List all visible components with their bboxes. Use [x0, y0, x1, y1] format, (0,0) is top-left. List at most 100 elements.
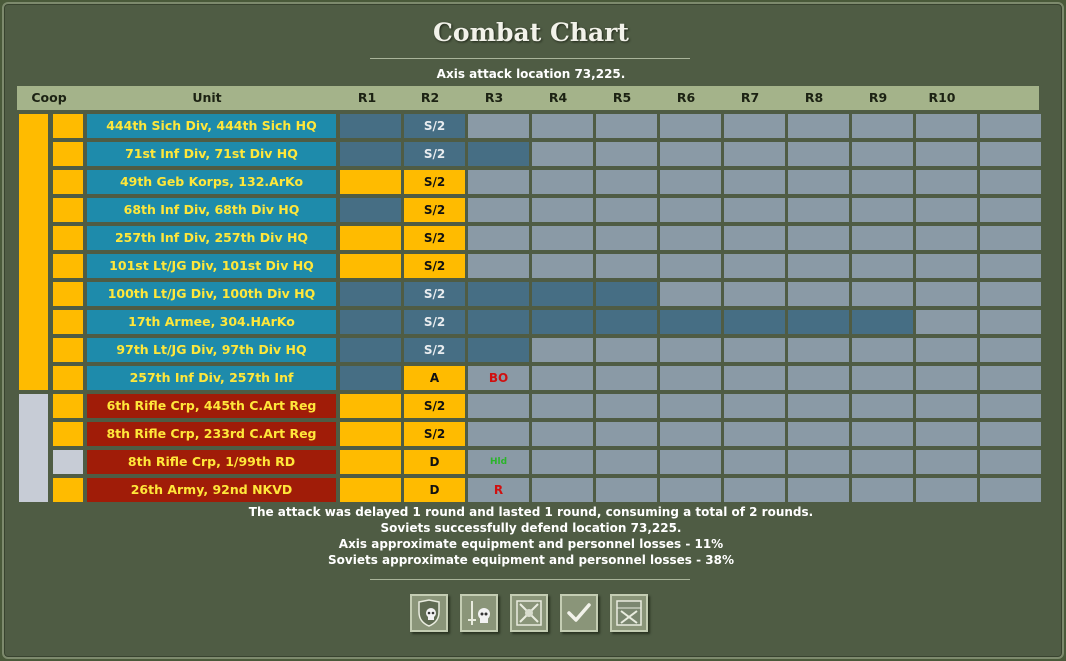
round-cell-r11 — [980, 422, 1041, 446]
round-cell-r6 — [660, 114, 721, 138]
attacker-losses-button[interactable] — [460, 594, 498, 632]
round-cell-r8 — [788, 310, 849, 334]
round-cell-r9 — [852, 142, 913, 166]
round-cell-r1 — [340, 282, 401, 306]
round-cell-r11 — [980, 254, 1041, 278]
round-cell-r10 — [916, 282, 977, 306]
coop-cell — [53, 226, 83, 250]
round-cell-r8 — [788, 338, 849, 362]
round-cell-r5 — [596, 338, 657, 362]
round-cell-r11 — [980, 114, 1041, 138]
round-cell-r10 — [916, 198, 977, 222]
round-cell-r5 — [596, 450, 657, 474]
round-cell-r8 — [788, 170, 849, 194]
round-cell-r9 — [852, 450, 913, 474]
round-cell-r4 — [532, 226, 593, 250]
round-cell-r8 — [788, 226, 849, 250]
round-cell-r11 — [980, 450, 1041, 474]
round-cell-r1 — [340, 226, 401, 250]
round-cell-r8 — [788, 366, 849, 390]
coop-cell — [53, 422, 83, 446]
header-r2: R2 — [420, 90, 440, 105]
unit-name[interactable]: 49th Geb Korps, 132.ArKo — [87, 170, 336, 194]
unit-name[interactable]: 100th Lt/JG Div, 100th Div HQ — [87, 282, 336, 306]
round-cell-r4 — [532, 450, 593, 474]
round-cell-r6 — [660, 478, 721, 502]
coop-cell — [53, 478, 83, 502]
coop-cell — [53, 198, 83, 222]
round-cell-r5 — [596, 198, 657, 222]
soviet-side-bar — [19, 394, 48, 502]
ok-button[interactable] — [560, 594, 598, 632]
header-unit: Unit — [192, 90, 222, 105]
coop-cell — [53, 142, 83, 166]
round-cell-r4 — [532, 198, 593, 222]
round-cell-r9 — [852, 254, 913, 278]
defender-losses-button[interactable] — [410, 594, 448, 632]
crossed-swords-icon — [516, 600, 542, 626]
round-cell-r9 — [852, 338, 913, 362]
round-cell-r6 — [660, 282, 721, 306]
unit-name[interactable]: 101st Lt/JG Div, 101st Div HQ — [87, 254, 336, 278]
coop-cell — [53, 338, 83, 362]
round-cell-r11 — [980, 310, 1041, 334]
axis-side-bar — [19, 114, 48, 390]
header-r9: R9 — [868, 90, 888, 105]
sword-skull-icon — [468, 601, 490, 625]
round-cell-r6 — [660, 366, 721, 390]
checkmark-icon — [567, 603, 591, 622]
unit-name[interactable]: 8th Rifle Crp, 233rd C.Art Reg — [87, 422, 336, 446]
round-cell-r4 — [532, 338, 593, 362]
battle-map-button[interactable] — [610, 594, 648, 632]
unit-name[interactable]: 257th Inf Div, 257th Div HQ — [87, 226, 336, 250]
unit-name[interactable]: 257th Inf Div, 257th Inf — [87, 366, 336, 390]
round-cell-r6 — [660, 338, 721, 362]
round-cell-r8 — [788, 198, 849, 222]
round-cell-r1 — [340, 170, 401, 194]
round-cell-r3 — [468, 198, 529, 222]
round-cell-r3: R — [468, 478, 529, 502]
round-cell-r7 — [724, 170, 785, 194]
header-r6: R6 — [676, 90, 696, 105]
unit-name[interactable]: 71st Inf Div, 71st Div HQ — [87, 142, 336, 166]
round-cell-r7 — [724, 198, 785, 222]
round-cell-r10 — [916, 450, 977, 474]
round-cell-r5 — [596, 422, 657, 446]
round-cell-r2: D — [404, 478, 465, 502]
unit-name[interactable]: 26th Army, 92nd NKVD — [87, 478, 336, 502]
summary-soviet-losses: Soviets approximate equipment and person… — [328, 553, 734, 567]
round-cell-r11 — [980, 282, 1041, 306]
round-cell-r1 — [340, 114, 401, 138]
round-cell-r6 — [660, 254, 721, 278]
header-r7: R7 — [740, 90, 760, 105]
unit-name[interactable]: 8th Rifle Crp, 1/99th RD — [87, 450, 336, 474]
round-cell-r10 — [916, 226, 977, 250]
combat-details-button[interactable] — [510, 594, 548, 632]
round-cell-r8 — [788, 478, 849, 502]
round-cell-r7 — [724, 310, 785, 334]
round-cell-r8 — [788, 450, 849, 474]
round-cell-r1 — [340, 422, 401, 446]
unit-name[interactable]: 6th Rifle Crp, 445th C.Art Reg — [87, 394, 336, 418]
round-cell-r1 — [340, 198, 401, 222]
round-cell-r10 — [916, 254, 977, 278]
unit-name[interactable]: 17th Armee, 304.HArKo — [87, 310, 336, 334]
header-r3: R3 — [484, 90, 504, 105]
round-cell-r1 — [340, 254, 401, 278]
round-cell-r11 — [980, 170, 1041, 194]
header-coop: Coop — [31, 90, 67, 105]
unit-name[interactable]: 68th Inf Div, 68th Div HQ — [87, 198, 336, 222]
round-cell-r10 — [916, 142, 977, 166]
round-cell-r11 — [980, 226, 1041, 250]
title-divider — [370, 58, 690, 59]
round-cell-r6 — [660, 394, 721, 418]
coop-cell — [53, 170, 83, 194]
round-cell-r4 — [532, 282, 593, 306]
round-cell-r5 — [596, 310, 657, 334]
round-cell-r10 — [916, 394, 977, 418]
round-cell-r3 — [468, 170, 529, 194]
header-r4: R4 — [548, 90, 568, 105]
unit-name[interactable]: 97th Lt/JG Div, 97th Div HQ — [87, 338, 336, 362]
round-cell-r2: S/2 — [404, 394, 465, 418]
unit-name[interactable]: 444th Sich Div, 444th Sich HQ — [87, 114, 336, 138]
